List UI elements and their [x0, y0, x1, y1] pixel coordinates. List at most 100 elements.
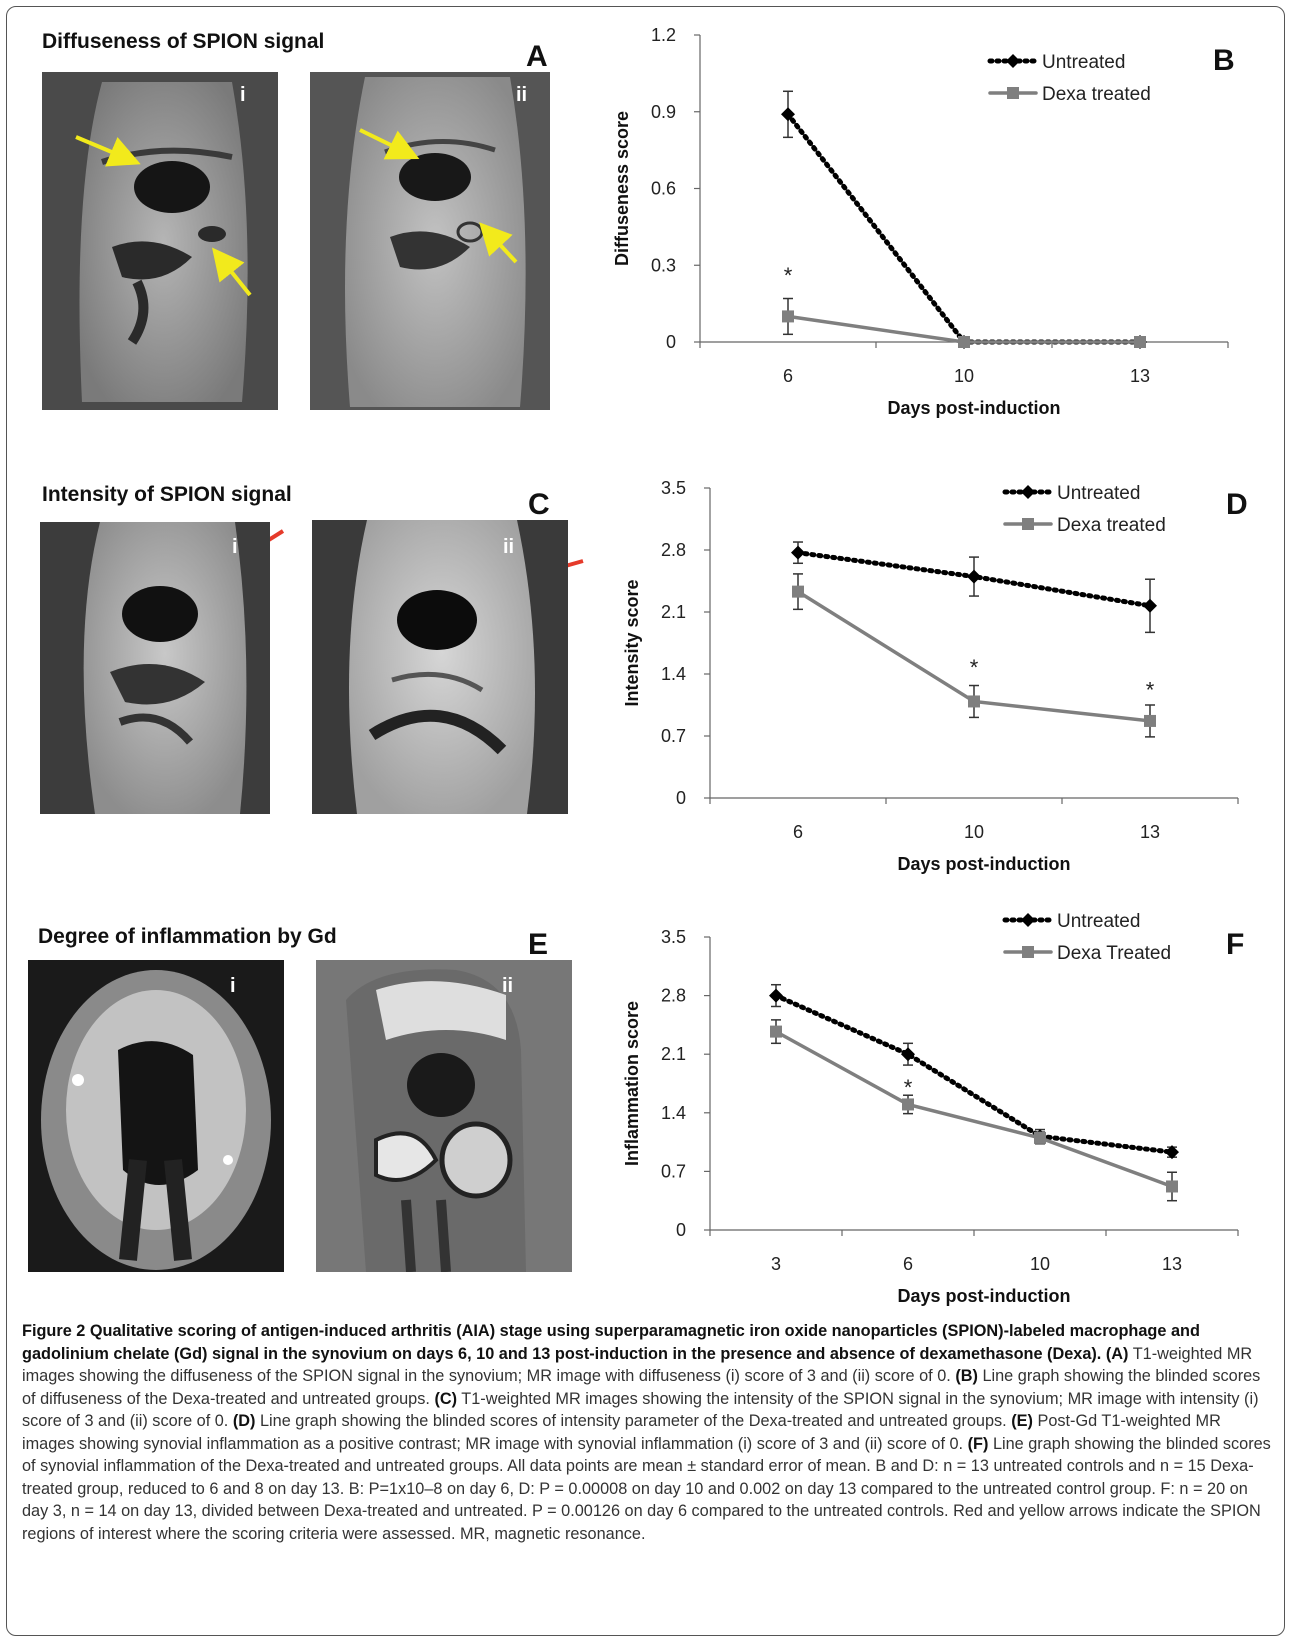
- y-tick-label: 0: [676, 1220, 686, 1240]
- y-tick-label: 0.7: [661, 726, 686, 746]
- figure-caption: Figure 2 Qualitative scoring of antigen-…: [22, 1320, 1277, 1545]
- panel-e-letter: E: [528, 928, 549, 961]
- y-tick-label: 2.1: [661, 1044, 686, 1064]
- y-tick-label: 1.2: [651, 25, 676, 45]
- data-point-square: [902, 1098, 914, 1111]
- caption-label-c: (C): [434, 1389, 458, 1408]
- data-point-diamond: [1143, 598, 1157, 613]
- x-tick-label: 6: [903, 1254, 913, 1274]
- x-tick-label: 13: [1130, 366, 1150, 386]
- x-axis-label: Days post-induction: [897, 1286, 1070, 1306]
- y-tick-label: 0: [676, 788, 686, 808]
- image-label-a-ii: ii: [516, 84, 528, 106]
- data-point-diamond: [901, 1047, 915, 1062]
- legend-label: Untreated: [1057, 483, 1140, 504]
- series-line: [774, 1029, 1174, 1189]
- caption-text-b: Line graph showing the blinded scores of…: [22, 1367, 1261, 1408]
- y-tick-label: 1.4: [661, 1103, 686, 1123]
- panel-d-letter: D: [1226, 488, 1248, 521]
- mri-image-c-i: [40, 522, 270, 814]
- data-point-square: [1034, 1131, 1046, 1144]
- x-axis-label: Days post-induction: [887, 398, 1060, 418]
- legend-marker: [1006, 54, 1020, 68]
- significance-asterisk: *: [784, 263, 793, 288]
- line-chart-f: 0 0.7 1.4 2.1 2.8 3.5 3 6 10 13 Days post-inductio…: [622, 911, 1239, 1306]
- significance-asterisk: *: [970, 655, 979, 680]
- y-tick-label: 0.3: [651, 255, 676, 275]
- mri-image-c-ii: [312, 520, 568, 814]
- data-point-diamond: [791, 545, 805, 560]
- caption-text-f: Line graph showing the blinded scores of…: [22, 1434, 1271, 1543]
- y-tick-label: 0.7: [661, 1161, 686, 1181]
- panel-a-letter: A: [526, 40, 548, 73]
- legend-label: Dexa treated: [1042, 84, 1151, 105]
- y-axis-label: Inflammation score: [622, 1001, 642, 1166]
- legend-marker: [1021, 485, 1035, 499]
- series-line: [785, 111, 1143, 345]
- legend-label: Dexa Treated: [1057, 943, 1171, 964]
- x-tick-label: 6: [793, 822, 803, 842]
- significance-asterisk: *: [904, 1075, 913, 1100]
- y-tick-label: 0.6: [651, 179, 676, 199]
- line-chart-b: 0 0.3 0.6 0.9 1.2 6 10 13 Days post-induction Dif…: [612, 25, 1229, 418]
- data-point-square: [1166, 1180, 1178, 1193]
- y-tick-label: 2.1: [661, 602, 686, 622]
- data-point-square: [782, 310, 794, 323]
- image-label-c-ii: ii: [503, 536, 515, 558]
- mri-image-e-ii: [316, 960, 572, 1272]
- panel-e-title: Degree of inflammation by Gd: [38, 925, 337, 948]
- mri-image-e-i: [28, 960, 284, 1272]
- caption-label-a: (A): [1105, 1344, 1129, 1363]
- panel-c-letter: C: [528, 488, 550, 521]
- data-point-diamond: [769, 988, 783, 1003]
- image-label-e-ii: ii: [502, 975, 514, 997]
- y-tick-label: 1.4: [661, 664, 686, 684]
- x-tick-label: 3: [771, 1254, 781, 1274]
- x-tick-label: 6: [783, 366, 793, 386]
- x-tick-label: 10: [954, 366, 974, 386]
- data-point-diamond: [781, 107, 795, 122]
- image-label-e-i: i: [230, 975, 236, 997]
- legend-label: Dexa treated: [1057, 515, 1166, 536]
- panel-c-title: Intensity of SPION signal: [42, 483, 292, 506]
- y-tick-label: 3.5: [661, 478, 686, 498]
- y-axis-label: Diffuseness score: [612, 111, 632, 266]
- caption-label-b: (B): [955, 1367, 978, 1385]
- data-point-square: [968, 695, 980, 708]
- legend-marker: [1007, 87, 1019, 99]
- caption-label-f: (F): [967, 1434, 989, 1453]
- data-point-diamond: [1165, 1145, 1179, 1160]
- x-tick-label: 13: [1162, 1254, 1182, 1274]
- image-label-c-i: i: [232, 536, 238, 558]
- y-tick-label: 2.8: [661, 986, 686, 1006]
- x-tick-label: 10: [1030, 1254, 1050, 1274]
- y-axis-label: Intensity score: [622, 579, 642, 706]
- caption-text-d: Line graph showing the blinded scores of…: [260, 1412, 1007, 1430]
- series-line: [773, 993, 1175, 1155]
- caption-label-d: (D): [232, 1412, 256, 1430]
- caption-text-c: T1-weighted MR images showing the intens…: [22, 1389, 1259, 1431]
- data-point-square: [1144, 714, 1156, 727]
- line-chart-d: 0 0.7 1.4 2.1 2.8 3.5 6 10 13 Days post-induction…: [622, 478, 1239, 874]
- data-point-square: [1134, 336, 1146, 348]
- data-point-square: [958, 336, 970, 348]
- legend-marker: [1021, 913, 1035, 927]
- legend-marker: [1022, 946, 1034, 958]
- y-tick-label: 3.5: [661, 927, 686, 947]
- y-tick-label: 2.8: [661, 540, 686, 560]
- legend-label: Untreated: [1057, 911, 1140, 932]
- legend-marker: [1022, 518, 1034, 530]
- figure-frame: [6, 6, 1285, 1636]
- x-axis-label: Days post-induction: [897, 854, 1070, 874]
- legend-label: Untreated: [1042, 52, 1125, 73]
- data-point-square: [770, 1025, 782, 1038]
- y-tick-label: 0: [666, 332, 676, 352]
- mri-image-a-ii: [310, 72, 550, 410]
- caption-label-e: (E): [1011, 1412, 1033, 1430]
- caption-heading: Figure 2 Qualitative scoring of antigen-…: [22, 1322, 1200, 1363]
- panel-b-letter: B: [1213, 44, 1235, 77]
- data-point-square: [792, 585, 804, 598]
- significance-asterisk: *: [1146, 677, 1155, 702]
- data-point-diamond: [967, 569, 981, 584]
- y-tick-label: 0.9: [651, 102, 676, 122]
